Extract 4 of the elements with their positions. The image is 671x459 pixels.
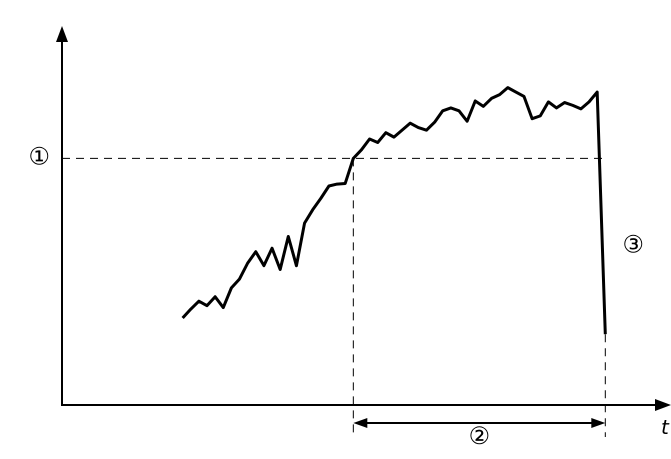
ref-line-label: ① xyxy=(28,142,50,171)
text: ② xyxy=(468,422,490,450)
text: ③ xyxy=(622,230,644,259)
x-axis-title: t xyxy=(661,415,670,440)
